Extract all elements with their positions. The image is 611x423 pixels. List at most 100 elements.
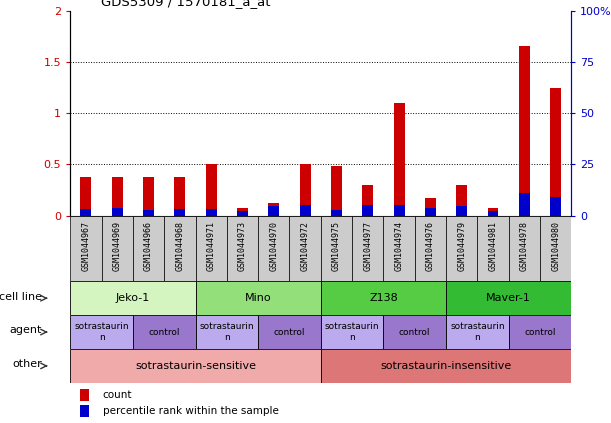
Bar <box>362 206 373 216</box>
Bar <box>81 209 92 216</box>
Bar <box>70 216 101 281</box>
Text: sotrastaurin-insensitive: sotrastaurin-insensitive <box>381 361 511 371</box>
Bar <box>299 165 310 216</box>
Text: control: control <box>148 327 180 337</box>
Bar <box>174 209 185 216</box>
Text: sotrastaurin-sensitive: sotrastaurin-sensitive <box>135 361 256 371</box>
Bar <box>196 216 227 281</box>
Text: GSM1044972: GSM1044972 <box>301 221 310 271</box>
Bar <box>509 216 540 281</box>
Bar <box>321 349 571 383</box>
Bar <box>258 216 290 281</box>
Bar <box>519 193 530 216</box>
Bar <box>143 177 154 216</box>
Text: Z138: Z138 <box>369 293 398 303</box>
Text: GSM1044974: GSM1044974 <box>395 221 403 271</box>
Bar <box>384 315 446 349</box>
Bar <box>237 208 248 216</box>
Bar <box>550 197 561 216</box>
Bar <box>352 216 384 281</box>
Bar <box>70 281 196 315</box>
Bar <box>112 177 123 216</box>
Text: sotrastaurin
n: sotrastaurin n <box>200 322 254 342</box>
Bar <box>196 315 258 349</box>
Bar <box>321 281 446 315</box>
Bar <box>112 208 123 216</box>
Bar <box>509 315 571 349</box>
Bar <box>174 177 185 216</box>
Text: agent: agent <box>10 325 42 335</box>
Bar <box>227 216 258 281</box>
Text: GSM1044976: GSM1044976 <box>426 221 435 271</box>
Text: sotrastaurin
n: sotrastaurin n <box>450 322 505 342</box>
Bar <box>80 405 89 417</box>
Bar <box>425 198 436 216</box>
Text: GSM1044966: GSM1044966 <box>144 221 153 271</box>
Bar <box>446 216 477 281</box>
Bar <box>268 206 279 216</box>
Bar <box>331 167 342 216</box>
Text: Maver-1: Maver-1 <box>486 293 531 303</box>
Bar <box>393 103 404 216</box>
Bar <box>331 209 342 216</box>
Bar <box>258 315 321 349</box>
Bar <box>384 216 415 281</box>
Text: control: control <box>399 327 431 337</box>
Bar <box>268 203 279 216</box>
Bar <box>362 185 373 216</box>
Text: GSM1044969: GSM1044969 <box>113 221 122 271</box>
Text: control: control <box>524 327 556 337</box>
Bar <box>321 315 384 349</box>
Bar <box>81 177 92 216</box>
Bar <box>206 165 217 216</box>
Text: GSM1044978: GSM1044978 <box>520 221 529 271</box>
Bar <box>80 389 89 401</box>
Text: GSM1044981: GSM1044981 <box>489 221 497 271</box>
Bar <box>70 349 321 383</box>
Bar <box>164 216 196 281</box>
Bar <box>456 206 467 216</box>
Text: GSM1044970: GSM1044970 <box>269 221 278 271</box>
Bar <box>101 216 133 281</box>
Text: GSM1044971: GSM1044971 <box>207 221 216 271</box>
Text: GSM1044968: GSM1044968 <box>175 221 185 271</box>
Bar <box>519 47 530 216</box>
Bar <box>488 211 499 216</box>
Bar <box>415 216 446 281</box>
Bar <box>477 216 509 281</box>
Text: GDS5309 / 1570181_a_at: GDS5309 / 1570181_a_at <box>101 0 270 8</box>
Text: GSM1044973: GSM1044973 <box>238 221 247 271</box>
Text: GSM1044967: GSM1044967 <box>81 221 90 271</box>
Bar <box>70 315 133 349</box>
Text: percentile rank within the sample: percentile rank within the sample <box>103 406 279 416</box>
Bar <box>540 216 571 281</box>
Bar <box>290 216 321 281</box>
Text: Jeko-1: Jeko-1 <box>115 293 150 303</box>
Bar <box>425 208 436 216</box>
Bar <box>321 216 352 281</box>
Text: count: count <box>103 390 133 400</box>
Text: GSM1044980: GSM1044980 <box>551 221 560 271</box>
Text: GSM1044979: GSM1044979 <box>457 221 466 271</box>
Text: control: control <box>274 327 306 337</box>
Bar <box>133 315 196 349</box>
Bar <box>143 209 154 216</box>
Text: GSM1044977: GSM1044977 <box>364 221 372 271</box>
Bar <box>237 211 248 216</box>
Bar <box>456 185 467 216</box>
Bar <box>299 206 310 216</box>
Bar <box>133 216 164 281</box>
Text: GSM1044975: GSM1044975 <box>332 221 341 271</box>
Bar <box>488 208 499 216</box>
Bar <box>196 281 321 315</box>
Text: sotrastaurin
n: sotrastaurin n <box>325 322 379 342</box>
Bar <box>550 88 561 216</box>
Text: Mino: Mino <box>245 293 271 303</box>
Bar <box>393 206 404 216</box>
Bar <box>446 315 509 349</box>
Text: sotrastaurin
n: sotrastaurin n <box>75 322 129 342</box>
Text: cell line: cell line <box>0 291 42 302</box>
Bar <box>206 209 217 216</box>
Text: other: other <box>12 359 42 369</box>
Bar <box>446 281 571 315</box>
